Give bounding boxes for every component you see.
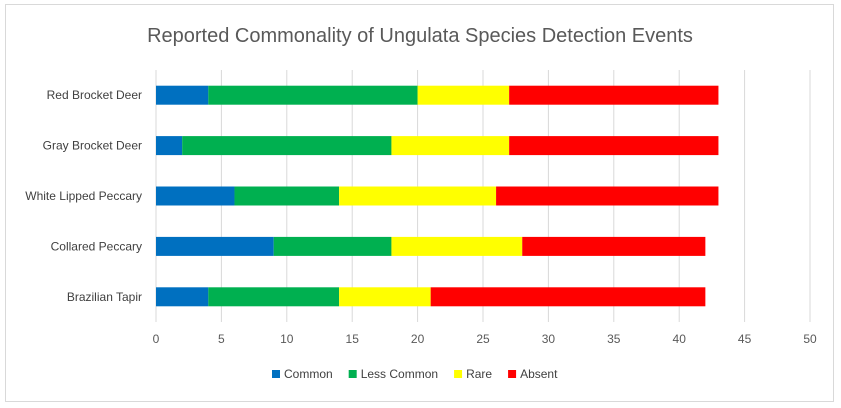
category-label: Collared Peccary xyxy=(51,239,142,253)
legend-label: Less Common xyxy=(361,367,438,381)
x-axis-ticks: 0 5 10 15 20 25 30 35 40 45 50 xyxy=(153,332,817,346)
bar-absent xyxy=(496,186,719,206)
bar-common xyxy=(156,136,183,156)
bar-common xyxy=(156,236,274,256)
legend-label: Common xyxy=(284,367,333,381)
bar-less-common xyxy=(234,186,340,206)
bar-rare xyxy=(339,186,497,206)
bar-common xyxy=(156,287,209,307)
legend-swatch-common xyxy=(272,370,280,378)
legend: Common Less Common Rare Absent xyxy=(272,367,558,381)
legend-swatch-rare xyxy=(454,370,463,378)
bar-rare xyxy=(391,236,523,256)
bars xyxy=(156,85,719,307)
category-label: Red Brocket Deer xyxy=(47,88,142,102)
bar-rare xyxy=(391,136,510,156)
bar-common xyxy=(156,186,235,206)
x-tick-label-35: 35 xyxy=(607,332,621,346)
x-tick-label-20: 20 xyxy=(411,332,425,346)
x-tick-label-25: 25 xyxy=(476,332,490,346)
bar-rare xyxy=(417,85,510,105)
category-label: Gray Brocket Deer xyxy=(43,139,142,153)
bar-absent xyxy=(522,236,706,256)
x-tick-label-30: 30 xyxy=(542,332,556,346)
bar-rare xyxy=(339,287,431,307)
bar-absent xyxy=(509,136,719,156)
bar-absent xyxy=(509,85,719,105)
chart-title: Reported Commonality of Ungulata Species… xyxy=(147,25,693,47)
bar-absent xyxy=(430,287,706,307)
x-tick-label-5: 5 xyxy=(218,332,225,346)
legend-label: Absent xyxy=(520,367,558,381)
legend-label: Rare xyxy=(466,367,492,381)
legend-swatch-less-common xyxy=(348,370,357,378)
bar-common xyxy=(156,85,209,105)
category-labels: Red Brocket Deer Gray Brocket Deer White L… xyxy=(25,88,142,304)
legend-swatch-absent xyxy=(508,370,517,378)
x-tick-label-40: 40 xyxy=(673,332,687,346)
x-tick-label-0: 0 xyxy=(153,332,160,346)
x-tick-label-50: 50 xyxy=(803,332,817,346)
x-tick-label-15: 15 xyxy=(346,332,360,346)
bar-less-common xyxy=(273,236,392,256)
bar-less-common xyxy=(182,136,392,156)
bar-less-common xyxy=(208,287,340,307)
category-label: White Lipped Peccary xyxy=(25,189,142,203)
bar-less-common xyxy=(208,85,418,105)
x-tick-label-10: 10 xyxy=(280,332,294,346)
x-tick-label-45: 45 xyxy=(738,332,752,346)
category-label: Brazilian Tapir xyxy=(67,290,142,304)
